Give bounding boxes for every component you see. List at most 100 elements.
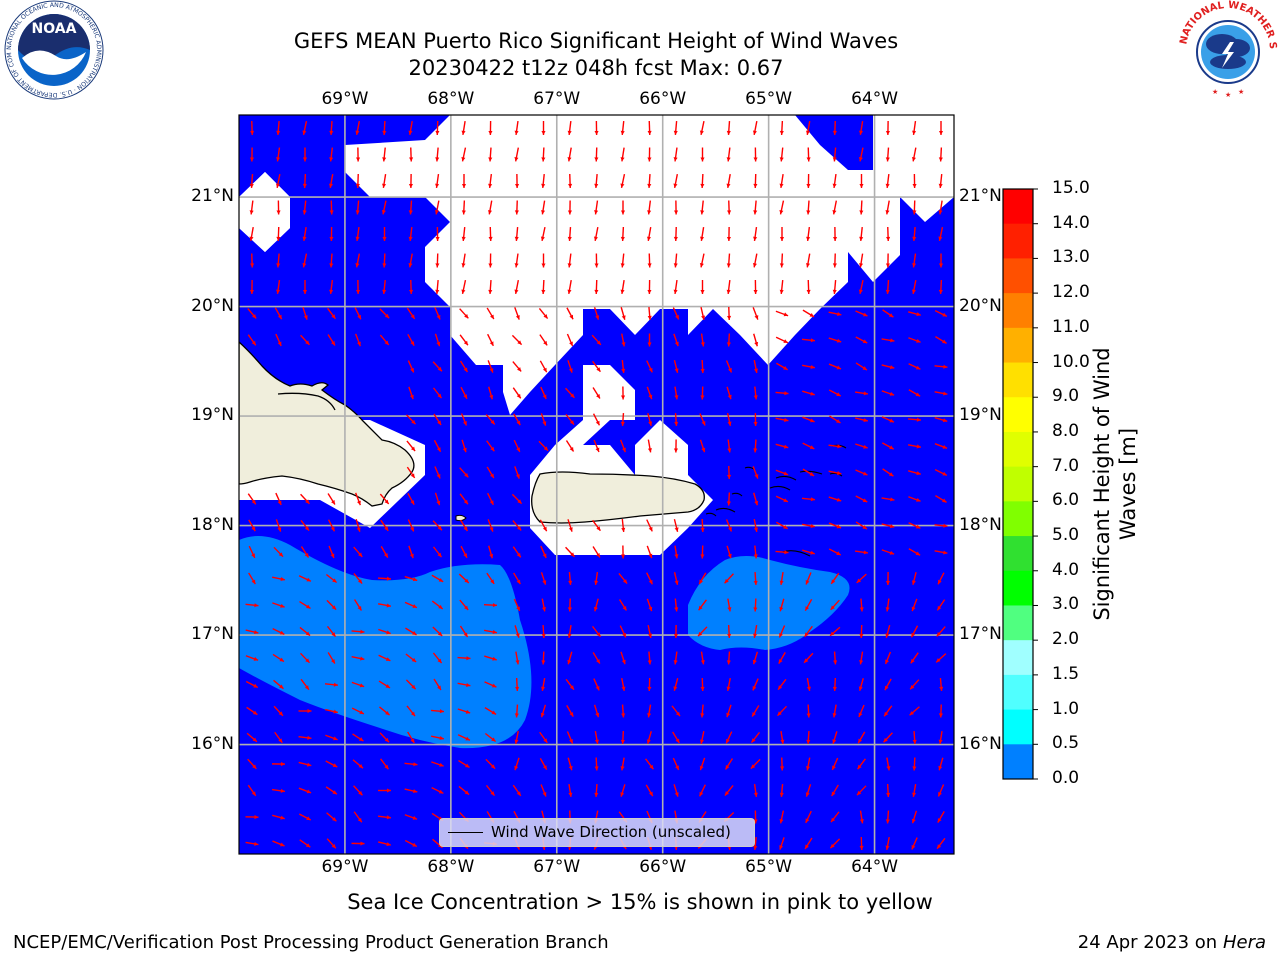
wave-direction-arrowhead <box>647 448 652 453</box>
wave-direction-arrowhead <box>779 580 784 585</box>
wave-direction-arrowhead <box>488 157 493 162</box>
wave-direction-arrowhead <box>888 313 894 318</box>
wave-direction-arrowhead <box>779 263 784 268</box>
wave-direction-arrowhead <box>805 263 810 268</box>
wave-direction-arrowhead <box>594 289 599 294</box>
wave-direction-arrowhead <box>754 474 759 479</box>
wave-direction-arrowhead <box>490 314 494 320</box>
wave-direction-arrowhead <box>517 526 522 531</box>
wave-direction-arrowhead <box>461 289 466 294</box>
wave-direction-arrowhead <box>516 606 520 611</box>
wave-direction-arrowhead <box>410 314 415 319</box>
wave-direction-arrowhead <box>646 739 651 744</box>
wave-direction-arrowhead <box>464 578 469 583</box>
wave-direction-arrowhead <box>885 845 890 850</box>
wave-direction-arrowhead <box>463 526 468 532</box>
wave-direction-arrowhead <box>648 394 653 400</box>
wave-direction-arrowhead <box>806 713 811 718</box>
wave-direction-arrowhead <box>673 183 678 188</box>
wave-direction-arrowhead <box>385 710 390 716</box>
wave-direction-arrowhead <box>938 210 943 215</box>
wave-direction-arrowhead <box>889 391 895 396</box>
wave-direction-arrowhead <box>728 368 732 373</box>
wave-direction-arrowhead <box>303 315 308 320</box>
wave-direction-arrowhead <box>329 289 334 294</box>
wave-direction-arrowhead <box>568 368 573 373</box>
wave-direction-arrowhead <box>383 553 388 558</box>
wave-direction-arrowhead <box>938 263 944 268</box>
wave-direction-arrowhead <box>859 236 864 241</box>
wave-direction-arrowhead <box>912 130 917 135</box>
wave-direction-arrowhead <box>252 710 258 715</box>
wave-direction-arrowhead <box>884 685 889 691</box>
wave-direction-arrowhead <box>542 580 547 585</box>
wave-direction-arrowhead <box>699 263 704 268</box>
wave-direction-arrowhead <box>568 527 573 532</box>
wave-direction-arrowhead <box>278 552 284 557</box>
wave-direction-arrowhead <box>942 444 948 449</box>
wave-direction-arrowhead <box>752 130 757 135</box>
wave-direction-arrowhead <box>726 183 731 188</box>
wave-direction-arrowhead <box>437 420 442 425</box>
wave-direction-arrowhead <box>859 660 864 665</box>
wave-direction-arrowhead <box>437 685 441 691</box>
colorbar-swatch <box>1003 293 1033 329</box>
wave-direction-arrowhead <box>647 130 652 135</box>
wave-direction-arrowhead <box>277 314 282 320</box>
wave-direction-arrowhead <box>830 843 835 849</box>
wave-direction-arrowhead <box>621 554 626 559</box>
wave-direction-arrowhead <box>410 711 416 717</box>
wave-direction-arrowhead <box>912 766 917 771</box>
wave-direction-arrowhead <box>251 579 256 585</box>
lat-label-left: 20°N <box>191 295 234 316</box>
wave-direction-arrowhead <box>331 605 337 610</box>
svg-text:★: ★ <box>1238 88 1244 96</box>
wave-direction-arrowhead <box>595 685 600 691</box>
colorbar-tick-label: 10.0 <box>1052 351 1090 372</box>
wave-direction-arrowhead <box>673 157 678 162</box>
wave-direction-arrowhead <box>516 791 521 796</box>
wave-direction-arrowhead <box>408 183 413 188</box>
colorbar-swatch <box>1003 327 1033 364</box>
wave-direction-arrowhead <box>489 394 494 400</box>
wave-direction-arrowhead <box>461 236 466 241</box>
wave-direction-arrowhead <box>701 315 706 320</box>
wave-direction-arrowhead <box>330 526 335 532</box>
wave-direction-arrowhead <box>674 580 679 585</box>
wave-direction-arrowhead <box>863 444 868 449</box>
wave-direction-arrowhead <box>754 341 759 347</box>
wave-direction-arrowhead <box>911 606 916 612</box>
wave-direction-arrowhead <box>810 497 815 502</box>
colorbar-swatch <box>1003 709 1033 745</box>
wave-direction-arrowhead <box>724 578 729 584</box>
wave-direction-arrowhead <box>620 157 625 162</box>
wave-direction-arrowhead <box>836 338 842 343</box>
wave-direction-arrowhead <box>939 686 944 691</box>
wave-direction-arrowhead <box>862 339 868 344</box>
wave-direction-arrowhead <box>750 764 756 769</box>
wave-direction-arrowhead <box>595 712 600 718</box>
wave-direction-arrowhead <box>514 157 519 162</box>
wave-direction-arrowhead <box>699 739 704 744</box>
wave-direction-arrowhead <box>912 183 917 188</box>
wave-direction-arrowhead <box>753 633 758 638</box>
wave-direction-arrowhead <box>938 791 942 797</box>
wave-direction-arrowhead <box>490 473 494 479</box>
wave-direction-arrowhead <box>942 339 947 344</box>
wave-direction-arrowhead <box>620 130 625 135</box>
wave-direction-arrowhead <box>329 263 334 268</box>
wave-direction-arrowhead <box>253 630 259 635</box>
wave-direction-arrowhead <box>385 684 391 688</box>
wave-direction-arrowhead <box>779 236 785 241</box>
wave-direction-arrowhead <box>514 289 519 294</box>
wave-direction-arrowhead <box>381 210 386 215</box>
wave-direction-arrowhead <box>410 526 414 532</box>
wave-direction-arrowhead <box>620 421 625 426</box>
wave-direction-arrowhead <box>358 764 363 769</box>
wave-direction-arrowhead <box>594 580 599 585</box>
wave-direction-arrowhead <box>831 791 836 797</box>
wave-direction-arrowhead <box>412 631 417 635</box>
chart-subtitle: 20230422 t12z 048h fcst Max: 0.67 <box>408 56 784 80</box>
wave-direction-arrowhead <box>863 391 868 396</box>
colorbar-tick-label: 6.0 <box>1052 490 1080 511</box>
